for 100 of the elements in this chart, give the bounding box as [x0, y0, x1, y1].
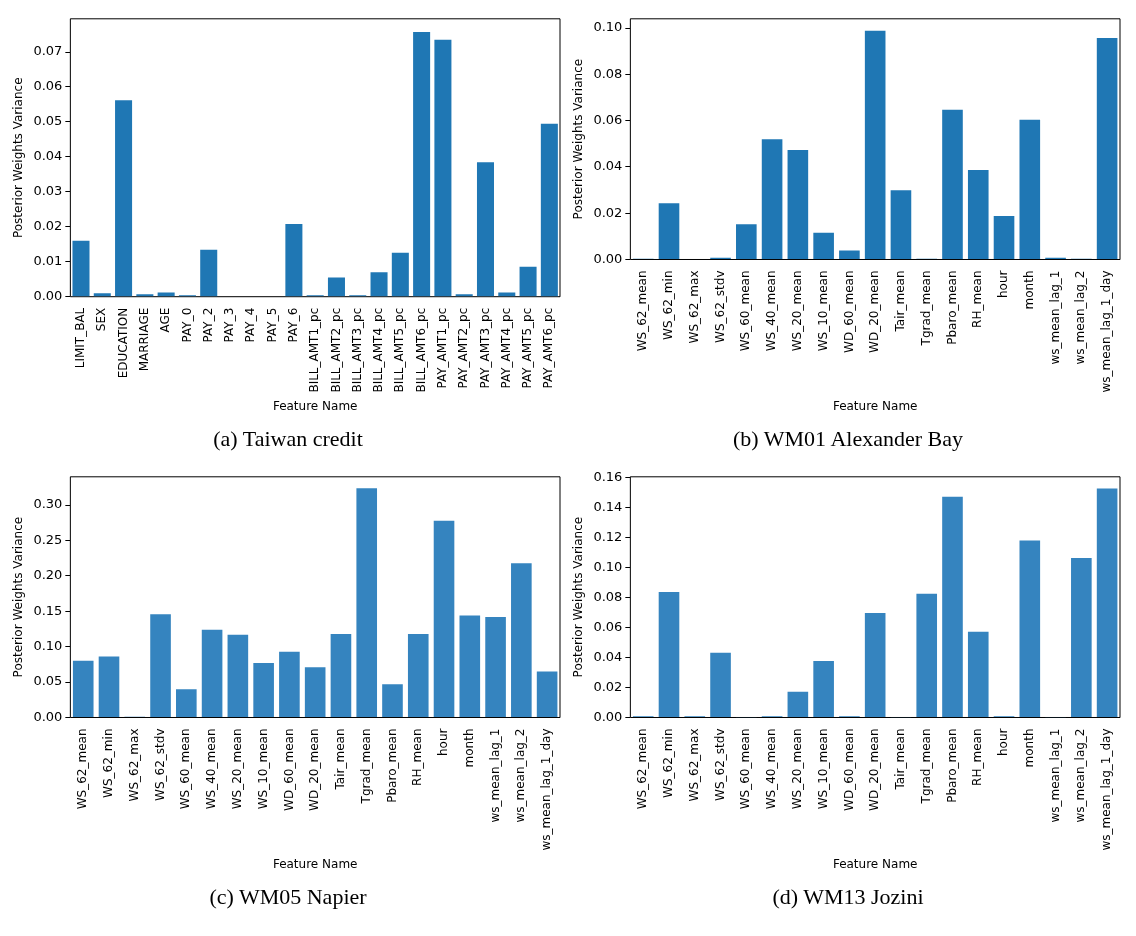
x-tick-label: month: [1021, 270, 1036, 310]
bar: [176, 689, 197, 717]
bar: [864, 30, 886, 259]
x-tick-label: WD_20_mean: [867, 728, 882, 811]
bar: [476, 162, 494, 297]
bar: [1071, 557, 1092, 717]
x-tick-label: PAY_AMT4_pc: [498, 307, 513, 389]
y-axis-title: Posterior Weights Variance: [11, 77, 26, 239]
x-tick-label: WS_60_mean: [178, 728, 193, 810]
bar: [519, 266, 537, 297]
x-tick-label: BILL_AMT5_pc: [392, 307, 407, 393]
bar: [150, 614, 171, 717]
bar: [72, 660, 94, 717]
x-tick-label: PAY_0: [179, 307, 194, 343]
bar: [327, 277, 345, 297]
bar: [201, 629, 223, 717]
bar: [710, 652, 731, 717]
x-tick-label: hour: [996, 270, 1011, 298]
x-tick-label: WD_60_mean: [841, 270, 856, 353]
x-tick-label: WS_62_mean: [75, 728, 90, 810]
bar: [382, 684, 403, 717]
x-tick-label: ws_mean_lag_1: [1047, 270, 1062, 365]
y-tick-label: 0.00: [33, 288, 63, 304]
y-tick-label: 0.02: [33, 218, 63, 234]
x-tick-label: ws_mean_lag_1: [1047, 728, 1062, 823]
y-tick-label: 0.05: [33, 113, 63, 129]
x-tick-label: BILL_AMT1_pc: [307, 307, 322, 393]
x-tick-label: WS_40_mean: [764, 728, 779, 810]
x-tick-label: PAY_AMT3_pc: [477, 307, 492, 389]
y-tick-label: 0.25: [33, 531, 63, 547]
x-tick-label: Tair_mean: [893, 270, 908, 333]
x-tick-label: WS_62_max: [686, 270, 701, 344]
x-tick-label: WD_60_mean: [281, 728, 296, 811]
bar: [407, 633, 429, 717]
x-tick-label: Tair_mean: [893, 728, 908, 791]
x-tick-label: WS_62_stdv: [152, 728, 167, 801]
bar: [304, 667, 326, 717]
bar: [813, 661, 834, 717]
y-tick-label: 0.00: [593, 708, 623, 724]
bar: [413, 32, 431, 297]
bar: [536, 671, 558, 717]
bar: [890, 190, 912, 259]
x-tick-label: EDUCATION: [115, 307, 130, 379]
y-tick-label: 0.06: [593, 618, 623, 634]
x-tick-label: Tgrad_mean: [918, 270, 933, 347]
x-tick-label: RH_mean: [970, 728, 985, 786]
bar: [98, 656, 120, 717]
bar: [1096, 38, 1118, 259]
x-tick-label: month: [1021, 728, 1036, 768]
y-tick-label: 0.10: [593, 19, 623, 35]
x-tick-label: WS_62_max: [126, 728, 141, 802]
x-tick-label: BILL_AMT2_pc: [328, 307, 343, 393]
bar: [330, 633, 352, 717]
x-tick-label: ws_mean_lag_2: [513, 728, 528, 823]
x-axis-title: Feature Name: [832, 398, 918, 413]
x-tick-label: hour: [996, 728, 1011, 756]
x-tick-label: ws_mean_lag_2: [1073, 728, 1088, 823]
y-tick-label: 0.08: [593, 588, 623, 604]
bar: [1019, 119, 1041, 259]
x-tick-label: AGE: [158, 307, 173, 333]
x-tick-label: ws_mean_lag_1_day: [1099, 270, 1114, 393]
x-tick-label: Tgrad_mean: [358, 728, 373, 805]
bar: [967, 169, 989, 259]
y-tick-label: 0.06: [593, 112, 623, 128]
y-axis-title: Posterior Weights Variance: [571, 516, 586, 678]
x-axis-title: Feature Name: [832, 856, 918, 871]
x-tick-label: WS_40_mean: [204, 728, 219, 810]
x-tick-label: WS_62_min: [661, 270, 676, 340]
bar: [839, 250, 860, 259]
x-tick-label: PAY_AMT2_pc: [456, 307, 471, 389]
y-tick-label: 0.20: [33, 567, 63, 583]
y-tick-label: 0.05: [33, 673, 63, 689]
x-tick-label: PAY_AMT5_pc: [520, 307, 535, 389]
x-tick-label: hour: [436, 728, 451, 756]
x-tick-label: WS_20_mean: [789, 270, 804, 352]
bar: [433, 520, 455, 717]
x-tick-label: PAY_2: [200, 307, 215, 343]
x-tick-label: ws_mean_lag_1_day: [1099, 728, 1114, 851]
bar: [864, 612, 886, 717]
y-tick-label: 0.00: [593, 250, 623, 266]
x-tick-label: LIMIT_BAL: [73, 307, 88, 369]
bar: [434, 39, 452, 297]
x-tick-label: BILL_AMT4_pc: [371, 307, 386, 393]
y-tick-label: 0.10: [33, 638, 63, 654]
x-tick-label: WS_62_stdv: [712, 270, 727, 343]
y-tick-label: 0.04: [593, 648, 623, 664]
text: (d) WM13 Jozini: [772, 884, 924, 911]
bar: [93, 293, 111, 297]
x-tick-label: Pbaro_mean: [384, 728, 399, 803]
y-tick-label: 0.30: [33, 496, 63, 512]
bar: [787, 150, 809, 259]
y-tick-label: 0.02: [593, 204, 623, 220]
x-tick-label: WD_20_mean: [867, 270, 882, 353]
bar: [115, 100, 133, 297]
x-tick-label: RH_mean: [410, 728, 425, 786]
bar: [942, 496, 963, 717]
y-tick-label: 0.00: [33, 708, 63, 724]
x-tick-label: WS_40_mean: [764, 270, 779, 352]
text: (c) WM05 Napier: [209, 884, 367, 911]
x-tick-label: MARRIAGE: [136, 307, 151, 372]
